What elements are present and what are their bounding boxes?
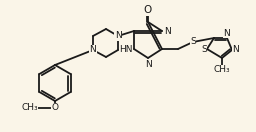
Text: HN: HN bbox=[120, 44, 133, 53]
Text: N: N bbox=[164, 27, 171, 36]
Text: CH₃: CH₃ bbox=[21, 103, 38, 112]
Text: N: N bbox=[145, 60, 151, 69]
Text: S: S bbox=[201, 44, 207, 53]
Text: N: N bbox=[224, 29, 230, 38]
Text: N: N bbox=[115, 32, 121, 41]
Text: O: O bbox=[51, 103, 59, 112]
Text: N: N bbox=[232, 46, 239, 55]
Text: CH₃: CH₃ bbox=[214, 65, 230, 74]
Text: O: O bbox=[144, 5, 152, 15]
Text: S: S bbox=[190, 37, 196, 46]
Text: N: N bbox=[90, 46, 96, 55]
